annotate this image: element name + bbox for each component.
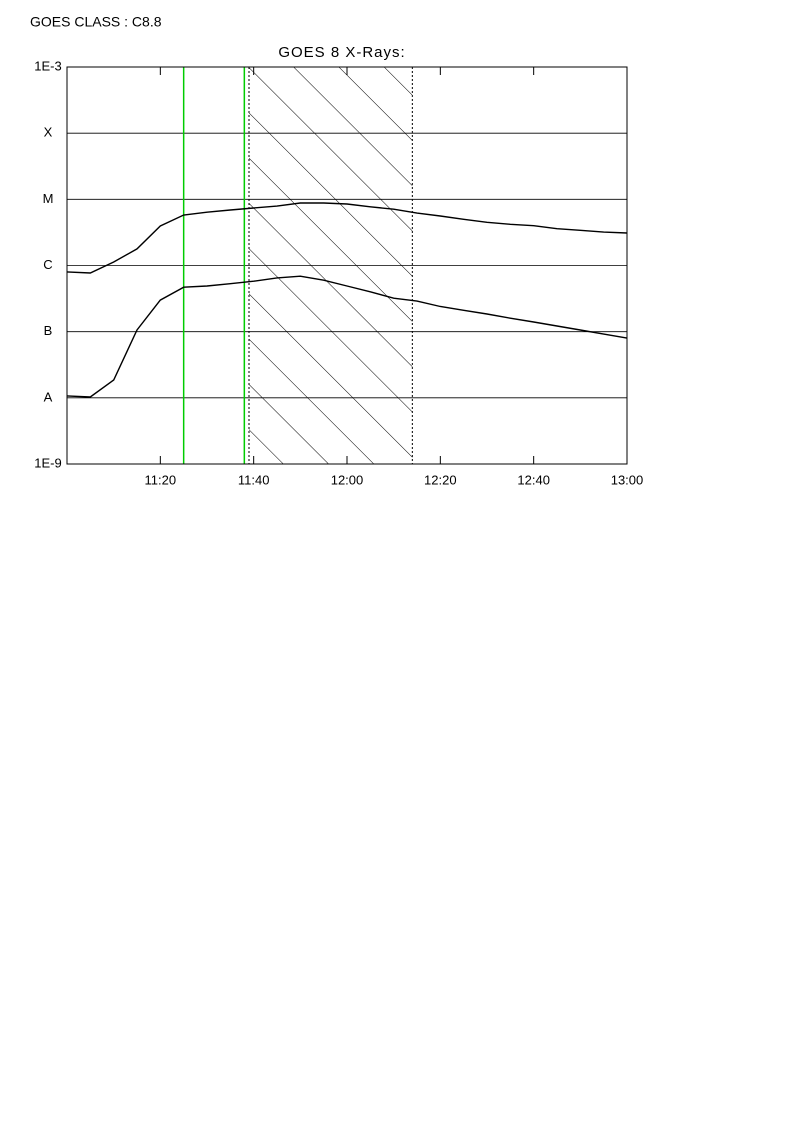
chart-title: GOES 8 X-Rays: <box>278 44 405 61</box>
flux-line <box>66 202 628 274</box>
x-tick-label: 11:40 <box>238 472 270 487</box>
flux-line <box>66 275 628 398</box>
y-tick-label: B <box>44 323 53 338</box>
x-tick-label: 11:20 <box>145 472 177 487</box>
y-tick-label: X <box>44 125 53 140</box>
y-tick-label: 1E-9 <box>34 455 61 470</box>
x-tick-label: 13:00 <box>611 472 644 487</box>
goes-class: GOES CLASS : C8.8 <box>30 14 162 30</box>
x-tick-label: 12:40 <box>517 472 550 487</box>
y-tick-label: M <box>43 191 54 206</box>
plot-frame <box>66 66 628 465</box>
y-tick-label: A <box>44 389 53 404</box>
x-tick-label: 12:20 <box>424 472 457 487</box>
x-tick-label: 12:00 <box>331 472 364 487</box>
y-tick-label: C <box>43 257 52 272</box>
y-tick-label: 1E-3 <box>34 58 61 73</box>
